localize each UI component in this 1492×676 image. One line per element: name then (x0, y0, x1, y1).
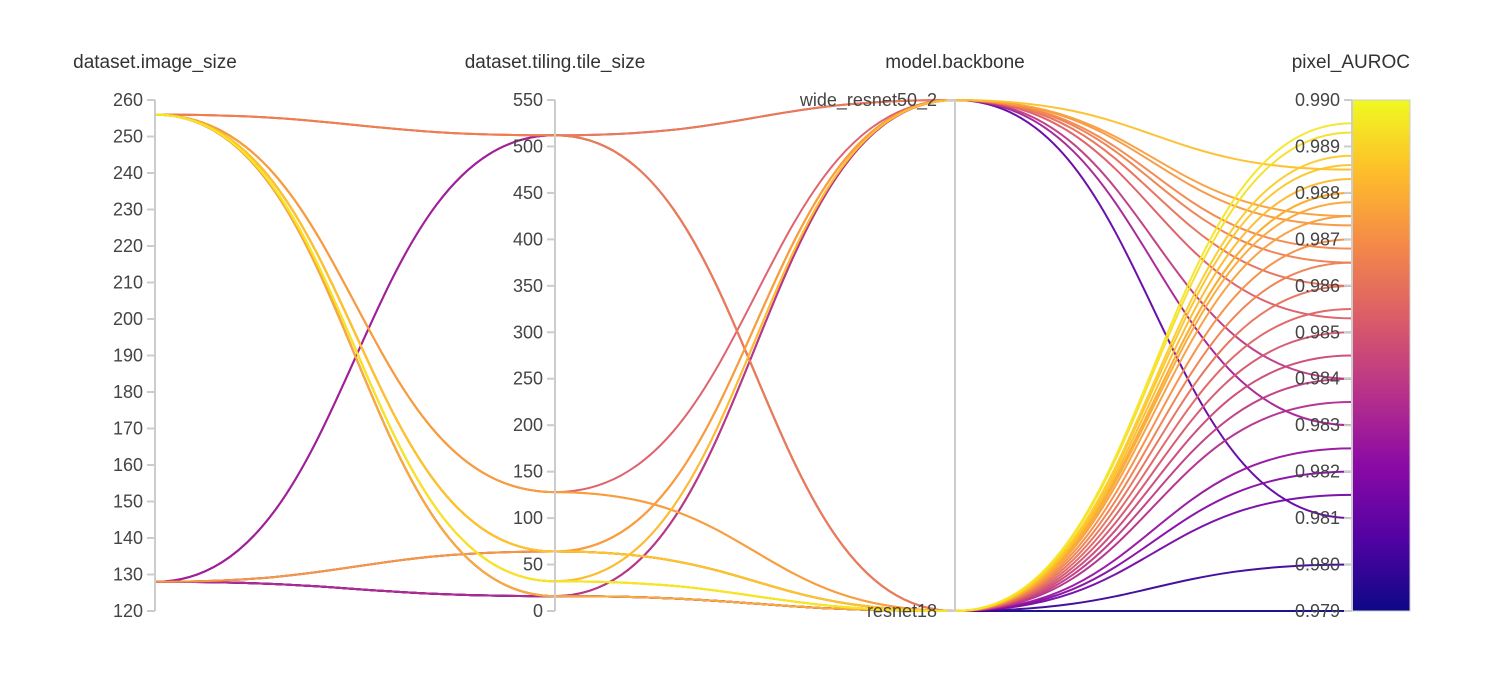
tick-label: 0.990 (1295, 90, 1340, 110)
axis-pixel_auroc[interactable]: pixel_AUROC 0.979 0.980 0.981 0.982 0.983 0.98… (1292, 52, 1410, 621)
tick-label: 400 (513, 229, 543, 249)
tick-label: 0.988 (1295, 183, 1340, 203)
run-line[interactable] (154, 113, 1353, 613)
axis-backbone[interactable]: model.backbone resnet18 wide_resnet50_2 (799, 52, 1025, 621)
tick-label: wide_resnet50_2 (799, 90, 937, 111)
run-line[interactable] (154, 113, 1353, 613)
tick-label: 0 (533, 601, 543, 621)
tick-label: 200 (513, 415, 543, 435)
axis-title: dataset.image_size (73, 52, 237, 73)
tick-label: 240 (113, 163, 143, 183)
tick-label: 0.981 (1295, 508, 1340, 528)
tick-label: 0.980 (1295, 555, 1340, 575)
axis-title: dataset.tiling.tile_size (465, 52, 646, 73)
axes: dataset.image_size 120 130 140 150 160 170 180 1… (73, 52, 1410, 621)
colorbar (1351, 99, 1411, 612)
tick-label: 130 (113, 565, 143, 585)
tick-label: 0.983 (1295, 415, 1340, 435)
tick-label: 220 (113, 236, 143, 256)
run-line[interactable] (154, 98, 1353, 583)
run-line[interactable] (154, 113, 1353, 613)
axis-image_size[interactable]: dataset.image_size 120 130 140 150 160 170 180 1… (73, 52, 237, 621)
run-line[interactable] (154, 113, 1353, 613)
tick-label: 160 (113, 455, 143, 475)
tick-label: 170 (113, 419, 143, 439)
axis-title: pixel_AUROC (1292, 52, 1410, 73)
axis-tile_size[interactable]: dataset.tiling.tile_size 0 50 100 150 200 250 3… (465, 52, 646, 621)
tick-label: 0.984 (1295, 369, 1340, 389)
tick-label: 250 (113, 127, 143, 147)
tick-label: 150 (513, 462, 543, 482)
tick-label: resnet18 (867, 601, 937, 621)
tick-label: 0.987 (1295, 229, 1340, 249)
tick-label: 260 (113, 90, 143, 110)
tick-label: 0.989 (1295, 136, 1340, 156)
run-line[interactable] (154, 134, 1353, 613)
tick-label: 50 (523, 555, 543, 575)
tick-label: 550 (513, 90, 543, 110)
tick-label: 230 (113, 200, 143, 220)
tick-label: 0.982 (1295, 462, 1340, 482)
run-line[interactable] (154, 354, 1353, 613)
tick-label: 250 (513, 369, 543, 389)
axis-title: model.backbone (885, 52, 1024, 73)
tick-label: 350 (513, 276, 543, 296)
tick-label: 200 (113, 309, 143, 329)
run-line[interactable] (154, 113, 1353, 613)
tick-label: 0.979 (1295, 601, 1340, 621)
tick-label: 190 (113, 346, 143, 366)
tick-label: 0.985 (1295, 322, 1340, 342)
tick-label: 300 (513, 322, 543, 342)
run-line[interactable] (154, 98, 1353, 264)
tick-label: 500 (513, 136, 543, 156)
tick-label: 0.986 (1295, 276, 1340, 296)
tick-label: 100 (513, 508, 543, 528)
tick-label: 150 (113, 492, 143, 512)
tick-label: 210 (113, 273, 143, 293)
tick-label: 140 (113, 528, 143, 548)
tick-label: 180 (113, 382, 143, 402)
tick-label: 450 (513, 183, 543, 203)
tick-label: 120 (113, 601, 143, 621)
colorbar-gradient (1351, 99, 1411, 612)
run-lines (154, 98, 1353, 613)
